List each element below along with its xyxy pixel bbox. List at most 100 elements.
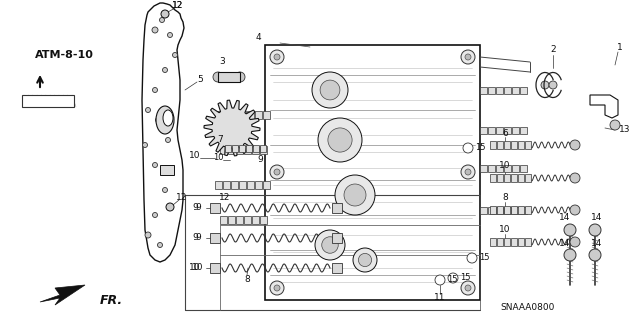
- Bar: [504, 165, 511, 172]
- Bar: [228, 146, 235, 154]
- Bar: [223, 111, 230, 119]
- Circle shape: [461, 165, 475, 179]
- Bar: [490, 141, 496, 149]
- Bar: [518, 238, 524, 246]
- Text: 15: 15: [447, 276, 457, 285]
- Bar: [504, 206, 510, 214]
- Circle shape: [159, 18, 164, 23]
- Text: 12: 12: [172, 2, 184, 11]
- Text: 14: 14: [559, 240, 571, 249]
- Bar: [496, 165, 503, 172]
- Circle shape: [143, 143, 147, 147]
- Bar: [232, 145, 238, 152]
- Bar: [480, 165, 487, 172]
- Circle shape: [589, 249, 601, 261]
- Bar: [525, 206, 531, 214]
- Bar: [480, 127, 487, 134]
- Circle shape: [549, 81, 557, 89]
- Circle shape: [152, 87, 157, 93]
- Text: 14: 14: [559, 213, 571, 222]
- Bar: [480, 207, 487, 214]
- Text: 4: 4: [255, 33, 261, 42]
- Circle shape: [173, 53, 177, 57]
- Bar: [525, 238, 531, 246]
- Bar: [488, 87, 495, 94]
- Circle shape: [463, 143, 473, 153]
- Polygon shape: [142, 3, 184, 262]
- Bar: [497, 206, 503, 214]
- Bar: [496, 87, 503, 94]
- Bar: [490, 206, 496, 214]
- Circle shape: [168, 33, 173, 38]
- Bar: [488, 207, 495, 214]
- Text: 11: 11: [435, 293, 445, 302]
- Bar: [260, 146, 267, 154]
- Circle shape: [166, 203, 174, 211]
- Circle shape: [274, 169, 280, 175]
- Bar: [504, 141, 510, 149]
- Circle shape: [322, 237, 339, 253]
- Text: 8: 8: [502, 194, 508, 203]
- Circle shape: [163, 188, 168, 192]
- Text: 10: 10: [192, 263, 204, 272]
- Circle shape: [461, 281, 475, 295]
- Circle shape: [564, 249, 576, 261]
- Bar: [488, 165, 495, 172]
- Bar: [504, 207, 511, 214]
- Circle shape: [353, 248, 377, 272]
- Bar: [160, 165, 174, 175]
- Bar: [246, 145, 252, 152]
- Circle shape: [320, 80, 340, 100]
- Bar: [252, 216, 259, 224]
- Text: 10: 10: [499, 226, 511, 234]
- Bar: [215, 181, 222, 189]
- Bar: [244, 146, 251, 154]
- Bar: [255, 181, 262, 189]
- Text: 6: 6: [502, 129, 508, 137]
- Polygon shape: [40, 285, 85, 305]
- Bar: [497, 141, 503, 149]
- Bar: [518, 141, 524, 149]
- Circle shape: [570, 237, 580, 247]
- Polygon shape: [204, 100, 260, 156]
- Bar: [210, 203, 220, 213]
- Text: 7: 7: [217, 136, 223, 145]
- Circle shape: [541, 81, 549, 89]
- Bar: [255, 111, 262, 119]
- Circle shape: [344, 184, 366, 206]
- Text: 5: 5: [197, 76, 203, 85]
- Bar: [247, 111, 254, 119]
- Bar: [512, 127, 519, 134]
- Bar: [210, 233, 220, 243]
- Bar: [263, 111, 270, 119]
- Bar: [252, 146, 259, 154]
- Bar: [511, 238, 517, 246]
- Bar: [520, 127, 527, 134]
- Circle shape: [570, 140, 580, 150]
- Circle shape: [270, 165, 284, 179]
- Bar: [223, 181, 230, 189]
- Text: 15: 15: [475, 144, 485, 152]
- Bar: [215, 111, 222, 119]
- Text: 1: 1: [617, 43, 623, 53]
- Bar: [520, 165, 527, 172]
- Circle shape: [312, 72, 348, 108]
- Polygon shape: [590, 95, 618, 118]
- Text: 9: 9: [192, 204, 198, 212]
- Circle shape: [570, 205, 580, 215]
- Circle shape: [213, 72, 223, 82]
- Bar: [228, 216, 235, 224]
- Text: 10: 10: [189, 151, 201, 160]
- Bar: [263, 181, 270, 189]
- Bar: [239, 181, 246, 189]
- Circle shape: [461, 50, 475, 64]
- Circle shape: [145, 108, 150, 113]
- Circle shape: [156, 117, 161, 122]
- Bar: [225, 145, 231, 152]
- Bar: [520, 87, 527, 94]
- Bar: [332, 263, 342, 273]
- Circle shape: [315, 230, 345, 260]
- Circle shape: [335, 175, 375, 215]
- Circle shape: [166, 137, 170, 143]
- Circle shape: [465, 169, 471, 175]
